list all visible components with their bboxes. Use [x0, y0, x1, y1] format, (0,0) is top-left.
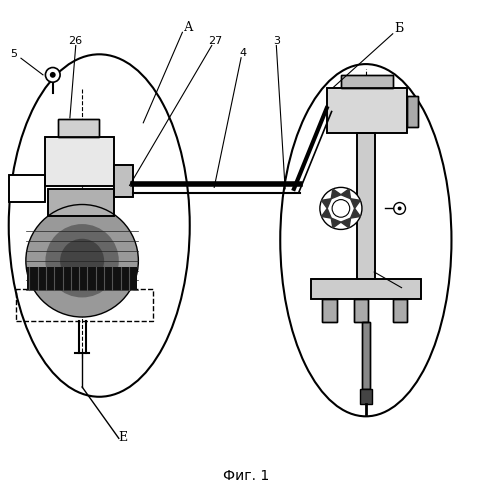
Bar [357, 132, 375, 280]
Circle shape [394, 202, 405, 214]
Bar [407, 96, 418, 126]
Bar [360, 390, 372, 404]
Circle shape [45, 224, 119, 298]
Bar [311, 280, 421, 299]
Polygon shape [331, 218, 341, 228]
Bar [16, 289, 153, 321]
Bar [9, 175, 45, 202]
Bar [322, 299, 337, 322]
Text: 1: 1 [402, 283, 409, 293]
Circle shape [60, 238, 104, 283]
Bar [362, 322, 370, 390]
Polygon shape [331, 189, 341, 198]
Circle shape [332, 200, 350, 217]
Bar [354, 299, 369, 322]
Circle shape [50, 72, 56, 78]
Polygon shape [341, 189, 351, 198]
Text: Фиг. 1: Фиг. 1 [223, 469, 269, 483]
Bar [58, 119, 99, 138]
Text: А: А [184, 21, 193, 34]
Text: 5: 5 [10, 49, 17, 59]
Polygon shape [341, 218, 351, 228]
Bar [114, 166, 133, 197]
Bar [48, 189, 114, 216]
Bar [327, 88, 407, 132]
Text: 3: 3 [273, 36, 280, 46]
Bar [357, 132, 375, 280]
Bar [341, 76, 393, 88]
Bar [341, 76, 393, 88]
Text: 26: 26 [68, 36, 83, 46]
Text: 27: 27 [208, 36, 222, 46]
Bar [114, 166, 133, 197]
Bar [9, 175, 45, 202]
Bar [362, 322, 370, 390]
Text: Е: Е [118, 431, 127, 444]
Bar [407, 96, 418, 126]
Bar [58, 119, 99, 138]
Polygon shape [351, 208, 360, 218]
Circle shape [398, 206, 401, 210]
Bar [327, 88, 407, 132]
Bar [393, 299, 407, 322]
Bar [48, 189, 114, 216]
Text: 4: 4 [240, 48, 247, 58]
Polygon shape [321, 198, 331, 208]
Bar [322, 299, 337, 322]
Circle shape [26, 204, 138, 317]
Bar [27, 266, 137, 290]
Text: Б: Б [394, 22, 403, 36]
Polygon shape [321, 208, 331, 218]
Polygon shape [351, 198, 360, 208]
Bar [45, 138, 114, 186]
Bar [45, 138, 114, 186]
Bar [354, 299, 369, 322]
Bar [393, 299, 407, 322]
Circle shape [320, 188, 362, 230]
Circle shape [45, 68, 60, 82]
Bar [311, 280, 421, 299]
